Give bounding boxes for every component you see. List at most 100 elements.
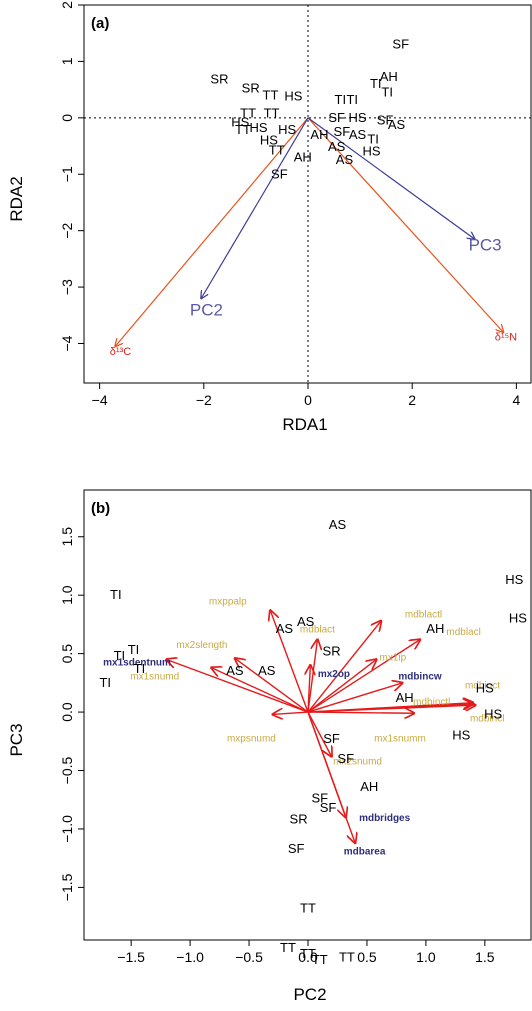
vector-arrow: [307, 711, 355, 843]
site-point-label: SF: [323, 731, 340, 746]
site-point-label: TI: [110, 587, 122, 602]
vector-label: mx1snumd: [130, 671, 179, 682]
panel-a-xlabel: RDA1: [282, 415, 327, 434]
vector-arrow: [307, 117, 475, 239]
vector-arrow: [235, 658, 309, 713]
vector-label: mdbincl: [470, 713, 504, 724]
plot-frame: [83, 489, 532, 941]
panel-b-label: (b): [91, 500, 110, 517]
site-point-label: TT: [264, 105, 280, 120]
vector-label: mdbinct: [465, 681, 500, 692]
vector-arrow: [307, 621, 381, 713]
site-point-label: SF: [337, 751, 354, 766]
site-point-label: AS: [329, 517, 347, 532]
site-point-label: TT: [240, 105, 256, 120]
site-point-label: HS: [509, 611, 527, 626]
y-tick-label: 2: [59, 1, 75, 9]
site-point-label: AH: [360, 779, 378, 794]
site-point-label: AS: [328, 139, 346, 154]
site-point-label: HS: [260, 132, 278, 147]
site-point-label: TT: [300, 946, 316, 961]
x-tick-label: −4: [92, 392, 108, 408]
y-tick-label: −1.5: [59, 873, 75, 901]
site-point-label: SF: [334, 124, 351, 139]
vector-label: mdblact: [300, 625, 335, 636]
vector-label: mdblacl: [446, 627, 480, 638]
vector-label: mdbincw: [398, 671, 442, 682]
x-tick-label: 0: [304, 392, 312, 408]
vector-arrow: [307, 659, 376, 713]
site-point-label: TI: [128, 642, 140, 657]
site-point-label: TI: [346, 92, 358, 107]
x-tick-label: 0.0: [298, 949, 318, 965]
site-point-label: TT: [263, 87, 279, 102]
site-point-label: AS: [349, 127, 367, 142]
site-point-label: TI: [370, 76, 382, 91]
site-point-label: HS: [363, 144, 381, 159]
vector-label: mdbridges: [359, 813, 411, 824]
vector-label: mxpsnumd: [227, 733, 276, 744]
site-point-label: HS: [452, 727, 470, 742]
y-tick-label: −1.0: [59, 815, 75, 843]
vector-label: mxppalp: [209, 597, 247, 608]
vector-label: PC3: [469, 235, 502, 254]
site-point-label: TI: [367, 131, 379, 146]
site-point-label: AS: [297, 614, 315, 629]
x-tick-label: 4: [512, 392, 520, 408]
site-point-label: HS: [231, 114, 249, 129]
site-point-label: SF: [271, 166, 288, 181]
y-tick-label: −2: [59, 222, 75, 238]
x-tick-label: 1.0: [416, 949, 436, 965]
y-tick-label: 1: [59, 57, 75, 65]
site-point-label: SF: [311, 791, 328, 806]
site-point-label: AS: [336, 152, 354, 167]
vector-label: δ¹³C: [110, 346, 131, 358]
site-point-label: AH: [380, 69, 398, 84]
x-tick-label: −0.5: [235, 949, 263, 965]
y-tick-label: 1.5: [59, 527, 75, 547]
x-tick-label: 1.5: [475, 949, 495, 965]
panel-b-plot: −1.5 −1.0 −0.5 0.0 0.5 1.0 1.5 −1.5 −1.0 −0.5 0.0 0…: [59, 489, 532, 967]
site-point-label: TT: [300, 900, 316, 915]
site-point-label: TI: [114, 648, 126, 663]
panel-b-ylabel: PC3: [7, 723, 26, 756]
site-point-label: AH: [426, 621, 444, 636]
site-point-label: TT: [339, 950, 355, 965]
site-point-label: HS: [249, 120, 267, 135]
y-tick-label: −0.5: [59, 756, 75, 784]
y-tick-label: 0.5: [59, 644, 75, 664]
vector-arrow: [307, 705, 475, 713]
site-point-label: AS: [258, 663, 276, 678]
vector-arrow: [307, 640, 317, 713]
site-point-label: HS: [505, 572, 523, 587]
vector-arrow: [270, 610, 309, 713]
y-tick-label: −4: [59, 335, 75, 351]
y-tick-label: −3: [59, 279, 75, 295]
vector-label: mdblactl: [405, 609, 442, 620]
site-point-label: HS: [278, 122, 296, 137]
site-point-label: SR: [242, 80, 260, 95]
vector-arrow: [201, 117, 309, 299]
site-point-label: TT: [235, 122, 251, 137]
vector-label: mdbarea: [344, 847, 386, 858]
vector-label: mx2slength: [176, 640, 227, 651]
site-point-label: HS: [348, 110, 366, 125]
site-point-label: TI: [134, 661, 146, 676]
site-point-label: AS: [226, 663, 244, 678]
vector-arrow: [307, 711, 332, 756]
site-point-label: AH: [294, 149, 312, 164]
site-point-label: AH: [396, 690, 414, 705]
site-point-label: HS: [476, 681, 494, 696]
vector-label: mdbinctl: [413, 697, 450, 708]
site-point-label: SF: [392, 36, 409, 51]
y-tick-label: 0.0: [59, 702, 75, 722]
site-point-label: AS: [388, 117, 406, 132]
site-point-label: HS: [484, 706, 502, 721]
site-point-label: AH: [310, 127, 328, 142]
site-point-label: TI: [335, 92, 347, 107]
vector-label: mx1snumm: [374, 733, 426, 744]
panel-a-ylabel: RDA2: [7, 176, 26, 221]
site-point-label: SF: [288, 841, 305, 856]
site-point-label: SR: [290, 812, 308, 827]
